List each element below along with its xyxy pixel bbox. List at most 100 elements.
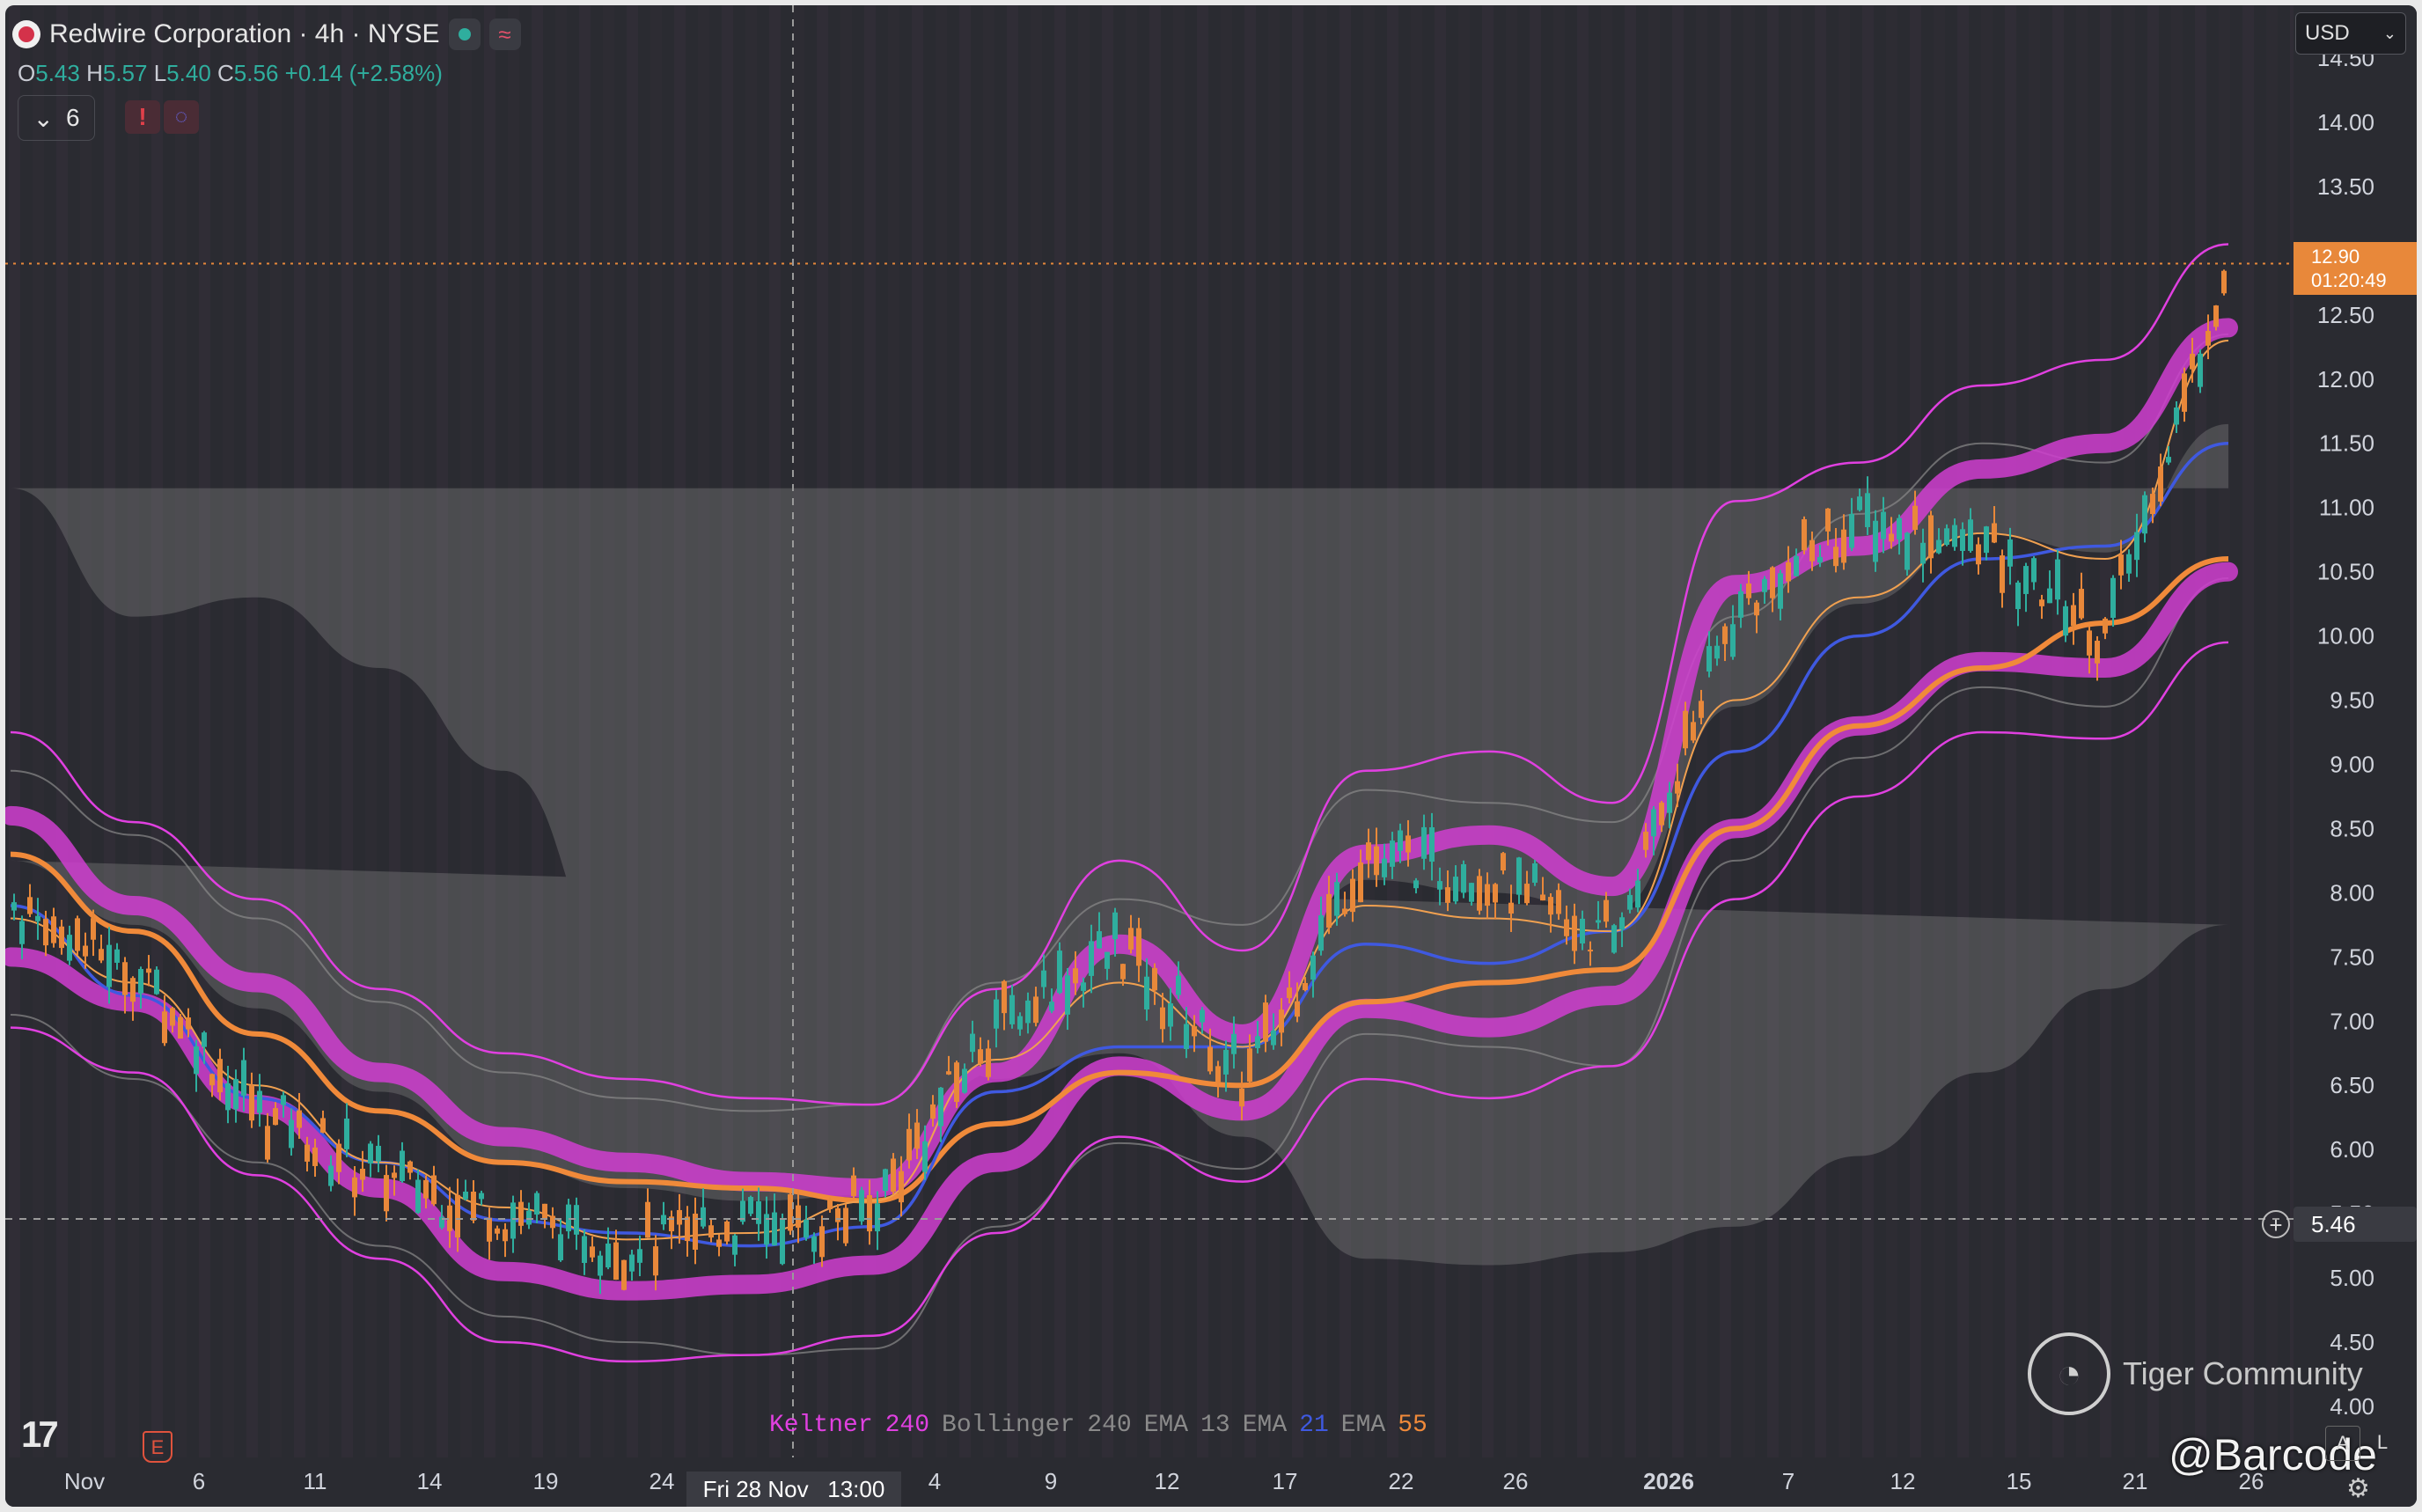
session-stripe xyxy=(603,5,614,1457)
candle-body xyxy=(1152,967,1157,991)
candle-body xyxy=(1572,915,1577,951)
candle-body xyxy=(2221,270,2227,294)
gear-icon[interactable]: ⚙ xyxy=(2346,1474,2370,1503)
candle-body xyxy=(1160,1007,1165,1030)
chart-panel[interactable]: 14.5014.0013.5013.0012.5012.0011.5011.00… xyxy=(5,5,2417,1507)
candle-body xyxy=(2134,532,2139,561)
candle-body xyxy=(202,1032,207,1047)
candle-body xyxy=(740,1200,745,1222)
candle-body xyxy=(1596,920,1601,923)
candle-body xyxy=(566,1204,571,1232)
candle-body xyxy=(1128,928,1134,950)
candle-body xyxy=(122,962,128,995)
candle-body xyxy=(1817,556,1823,563)
candle-body xyxy=(2150,494,2155,515)
candle-body xyxy=(2198,353,2203,387)
session-stripe xyxy=(1292,5,1303,1457)
ohlc-readout: O5.43 H5.57 L5.40 C5.56 +0.14 (+2.58%) xyxy=(18,60,443,86)
candle-body xyxy=(360,1168,365,1180)
candle-body xyxy=(677,1209,682,1225)
candle-body xyxy=(1017,1016,1023,1030)
candle-body xyxy=(653,1246,658,1276)
session-stripe xyxy=(769,5,781,1457)
session-stripe xyxy=(2242,5,2254,1457)
candle-body xyxy=(954,1062,959,1103)
legend-name: Bollinger xyxy=(942,1412,1075,1439)
candle-body xyxy=(336,1143,341,1172)
candle-body xyxy=(1920,542,1926,564)
auto-scale-button[interactable]: A xyxy=(2325,1426,2360,1461)
candle-body xyxy=(1033,996,1039,1024)
candle-body xyxy=(1350,878,1355,913)
candle-body xyxy=(35,915,40,921)
candle-body xyxy=(186,1017,191,1030)
candle-body xyxy=(328,1165,334,1186)
candle-body xyxy=(772,1212,777,1246)
candle-body xyxy=(780,1218,785,1265)
candle-body xyxy=(550,1215,555,1229)
candle-body xyxy=(1897,517,1902,539)
warning-icon[interactable]: ! xyxy=(125,100,160,134)
candle-body xyxy=(1944,528,1949,546)
candle-body xyxy=(154,969,159,995)
symbol-title[interactable]: Redwire Corporation · 4h · NYSE xyxy=(49,19,440,48)
candle-body xyxy=(970,1033,975,1053)
session-stripe xyxy=(532,5,543,1457)
candle-body xyxy=(431,1175,437,1205)
candle-body xyxy=(75,918,80,951)
currency-select[interactable]: USD ⌄ xyxy=(2295,12,2406,55)
candle-body xyxy=(1952,525,1957,547)
session-stripe xyxy=(1648,5,1660,1457)
symbol-header: Redwire Corporation · 4h · NYSE ≈ xyxy=(12,12,521,56)
candle-body xyxy=(1215,1066,1221,1083)
candle-body xyxy=(1057,951,1062,994)
candle-body xyxy=(1619,917,1625,930)
market-status-icon[interactable] xyxy=(448,18,481,50)
session-stripe xyxy=(888,5,899,1457)
candle-body xyxy=(669,1216,674,1232)
candle-body xyxy=(83,945,88,957)
candle-body xyxy=(994,999,999,1029)
watermark-brand: Tiger Community xyxy=(2123,1355,2363,1391)
price-tick-label: 14.00 xyxy=(2317,109,2374,136)
time-tick-label: 26 xyxy=(2239,1468,2264,1494)
candle-body xyxy=(1754,602,1759,616)
candle-body xyxy=(1667,792,1672,813)
session-stripe xyxy=(745,5,757,1457)
earnings-marker-icon[interactable]: E xyxy=(143,1431,172,1463)
legend-value: 240 xyxy=(884,1412,930,1439)
candle-body xyxy=(1413,880,1419,889)
candle-body xyxy=(930,1104,936,1119)
candle-body xyxy=(1002,980,1007,1014)
candle-body xyxy=(194,1046,199,1075)
candle-body xyxy=(281,1095,286,1105)
log-scale-button[interactable]: L xyxy=(2376,1431,2389,1453)
candle-body xyxy=(1390,840,1395,867)
candle-body xyxy=(2213,305,2219,327)
candle-body xyxy=(297,1110,302,1128)
session-stripe xyxy=(80,5,92,1457)
add-price-level-icon[interactable]: + xyxy=(2262,1209,2290,1238)
ema55-line xyxy=(10,556,2229,1204)
indicators-toggle-button[interactable]: ⌄ 6 xyxy=(18,95,95,141)
candle-body xyxy=(1105,951,1110,969)
candle-body xyxy=(43,919,48,946)
sync-icon[interactable]: ◌ xyxy=(164,100,199,134)
candle-body xyxy=(1635,880,1640,908)
candle-body xyxy=(59,926,64,949)
time-tick-label: 12 xyxy=(1155,1468,1180,1494)
candle-body xyxy=(1683,710,1688,749)
time-tick-label: 11 xyxy=(304,1468,327,1494)
time-tick-label: 26 xyxy=(1503,1468,1529,1494)
candle-body xyxy=(1691,722,1696,741)
session-stripe xyxy=(365,5,377,1457)
session-stripe xyxy=(1031,5,1042,1457)
compare-icon[interactable]: ≈ xyxy=(488,18,521,50)
candle-body xyxy=(716,1239,722,1247)
candle-body xyxy=(938,1087,943,1127)
candle-body xyxy=(1049,1002,1054,1011)
candle-body xyxy=(685,1216,690,1242)
price-chart[interactable]: 14.5014.0013.5013.0012.5012.0011.5011.00… xyxy=(5,5,2417,1507)
session-stripe xyxy=(1482,5,1494,1457)
tradingview-logo-icon[interactable]: 17 xyxy=(21,1413,59,1455)
